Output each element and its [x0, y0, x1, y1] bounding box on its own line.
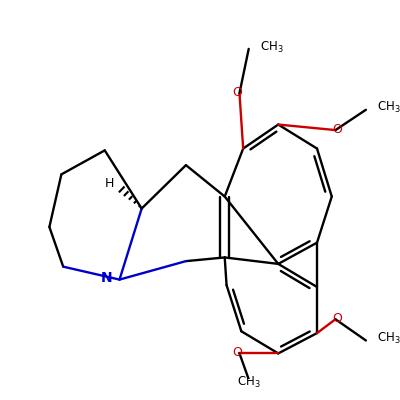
Text: O: O: [233, 346, 242, 359]
Text: O: O: [332, 123, 342, 136]
Text: CH$_3$: CH$_3$: [377, 100, 400, 116]
Text: H: H: [105, 177, 114, 190]
Text: O: O: [332, 312, 342, 325]
Text: O: O: [233, 86, 242, 99]
Text: CH$_3$: CH$_3$: [377, 331, 400, 346]
Text: CH$_3$: CH$_3$: [260, 40, 284, 54]
Text: CH$_3$: CH$_3$: [237, 375, 260, 390]
Text: N: N: [101, 271, 113, 285]
